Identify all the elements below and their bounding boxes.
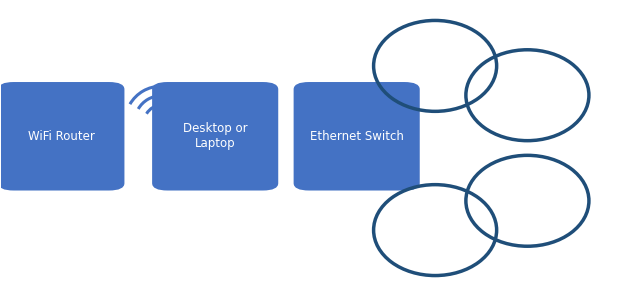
Text: Ethernet Switch: Ethernet Switch: [310, 130, 404, 143]
Text: Desktop or
Laptop: Desktop or Laptop: [183, 122, 247, 150]
Text: WiFi Router: WiFi Router: [28, 130, 95, 143]
FancyBboxPatch shape: [152, 82, 278, 191]
FancyBboxPatch shape: [0, 82, 124, 191]
FancyBboxPatch shape: [294, 82, 420, 191]
